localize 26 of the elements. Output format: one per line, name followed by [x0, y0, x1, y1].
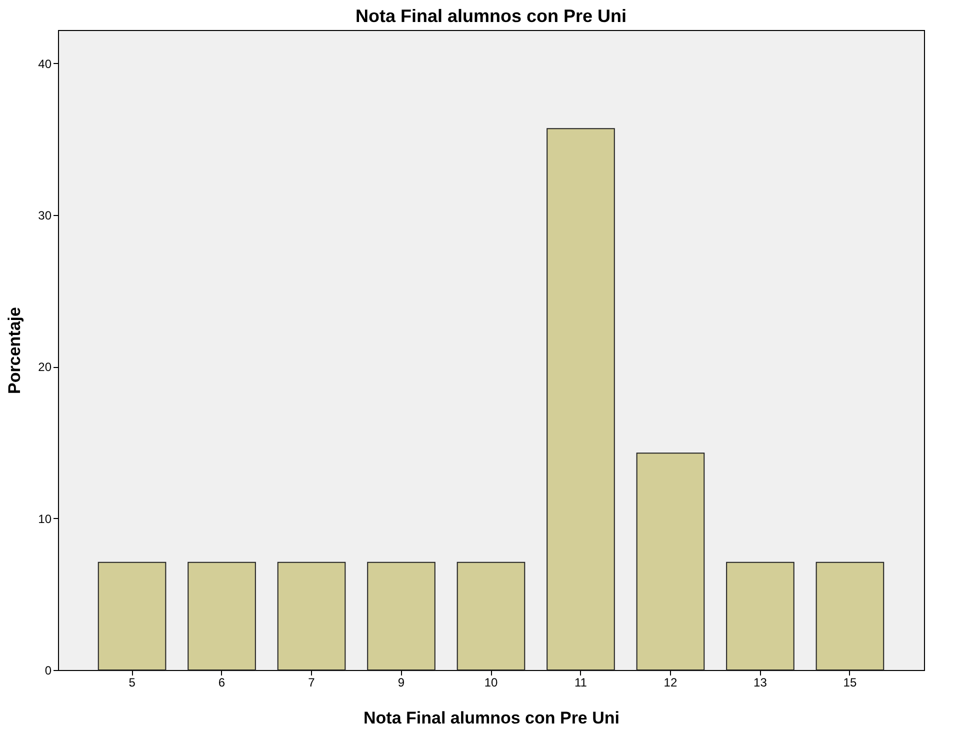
- chart-title: Nota Final alumnos con Pre Uni: [355, 6, 627, 26]
- bar: [726, 562, 794, 670]
- bar: [456, 562, 526, 670]
- bar: [367, 562, 436, 670]
- x-tick-label: 10: [484, 676, 498, 690]
- y-tick-label: 10: [38, 512, 52, 526]
- x-tick-label: 5: [128, 676, 136, 690]
- y-tick-label: 30: [38, 208, 52, 223]
- x-tick-label: 15: [843, 676, 857, 690]
- bar: [816, 562, 884, 670]
- y-tick-label: 20: [38, 360, 52, 374]
- x-tick-label: 11: [574, 676, 588, 690]
- x-tick-label: 13: [754, 676, 768, 690]
- y-axis-title: Porcentaje: [5, 307, 24, 394]
- bar: [188, 562, 256, 670]
- bar: [98, 562, 166, 670]
- bar: [277, 562, 346, 670]
- y-tick-label: 40: [38, 56, 52, 71]
- x-tick-label: 9: [398, 676, 405, 690]
- bar: [636, 452, 705, 670]
- bar: [546, 128, 615, 670]
- x-tick-label: 12: [664, 676, 678, 690]
- x-tick-label: 6: [218, 676, 226, 690]
- x-tick-label: 7: [308, 676, 316, 690]
- y-tick-label: 0: [44, 664, 52, 678]
- x-axis-title: Nota Final alumnos con Pre Uni: [364, 708, 620, 728]
